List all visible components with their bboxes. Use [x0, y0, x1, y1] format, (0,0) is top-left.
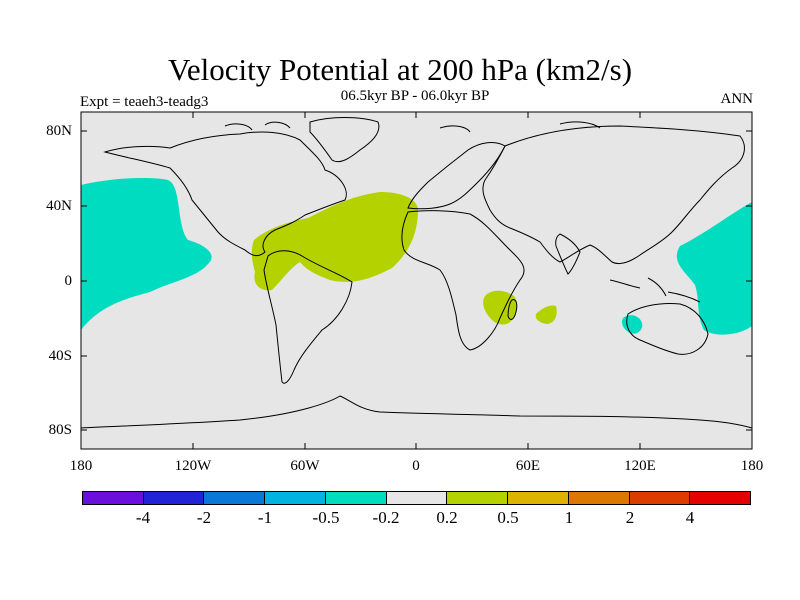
tick-marks	[80, 112, 753, 449]
lon-tick-label: 180	[69, 458, 93, 474]
colorbar-label: 2	[625, 508, 635, 527]
coastline-madagascar	[507, 299, 518, 320]
lon-tick-label: 120E	[624, 458, 656, 474]
colorbar-label: 0.5	[497, 508, 519, 527]
lon-tick-label: 60E	[515, 458, 541, 474]
lon-tick-label: 60W	[290, 458, 320, 474]
coastline-africa	[401, 210, 525, 351]
lat-tick-label: 0	[64, 273, 73, 289]
colorbar-box	[629, 492, 691, 504]
colorbar-box	[143, 492, 205, 504]
map-background	[81, 112, 752, 449]
season-label: ANN	[720, 91, 754, 107]
colorbar-label: -4	[135, 508, 151, 527]
map-title: Velocity Potential at 200 hPa (km2/s)	[167, 52, 633, 87]
shaded-regions	[81, 177, 752, 335]
coastline-maritime-continent	[609, 277, 701, 303]
pos-region-indian-ocean	[535, 305, 557, 324]
lon-tick-label: 0	[412, 458, 420, 474]
colorbar-label: 1	[564, 508, 574, 527]
coastline-india	[555, 233, 581, 275]
coastline-antarctica	[80, 395, 753, 429]
colorbar-label: -1	[257, 508, 273, 527]
colorbar-box	[386, 492, 448, 504]
coastline-greenland	[309, 117, 380, 163]
colorbar	[82, 491, 751, 505]
lon-tick-label: 120W	[174, 458, 212, 474]
colorbar-box	[568, 492, 630, 504]
experiment-label: Expt = teaeh3-teadg3	[80, 94, 209, 110]
colorbar-box	[508, 492, 569, 504]
colorbar-box	[265, 492, 326, 504]
coastline-asia	[482, 125, 745, 265]
neg-region-north-pacific	[81, 177, 212, 330]
colorbar-box	[83, 492, 144, 504]
colorbar-label: 4	[685, 508, 695, 527]
coastline-arctic-islands	[224, 121, 601, 133]
colorbar-box	[447, 492, 509, 504]
colorbar-box	[204, 492, 266, 504]
colorbar-label: -2	[196, 508, 212, 527]
colorbar-label: -0.2	[372, 508, 400, 527]
colorbar-label: 0.2	[436, 508, 458, 527]
lat-tick-label: 40S	[48, 348, 72, 364]
lat-tick-label: 80N	[46, 123, 72, 139]
coastline-north-america	[103, 131, 347, 257]
map-subtitle: 06.5kyr BP - 06.0kyr BP	[340, 88, 490, 104]
coastline-south-america	[263, 250, 353, 384]
coastlines	[80, 117, 753, 429]
colorbar-label: -0.5	[312, 508, 340, 527]
lat-tick-label: 80S	[48, 422, 72, 438]
lon-tick-label: 180	[740, 458, 764, 474]
colorbar-box	[690, 492, 751, 504]
neg-region-west-pacific	[676, 202, 752, 335]
lat-tick-label: 40N	[46, 198, 72, 214]
pos-region-tropical-atlantic	[251, 192, 418, 291]
colorbar-box	[325, 492, 387, 504]
coastline-australia	[626, 303, 709, 355]
